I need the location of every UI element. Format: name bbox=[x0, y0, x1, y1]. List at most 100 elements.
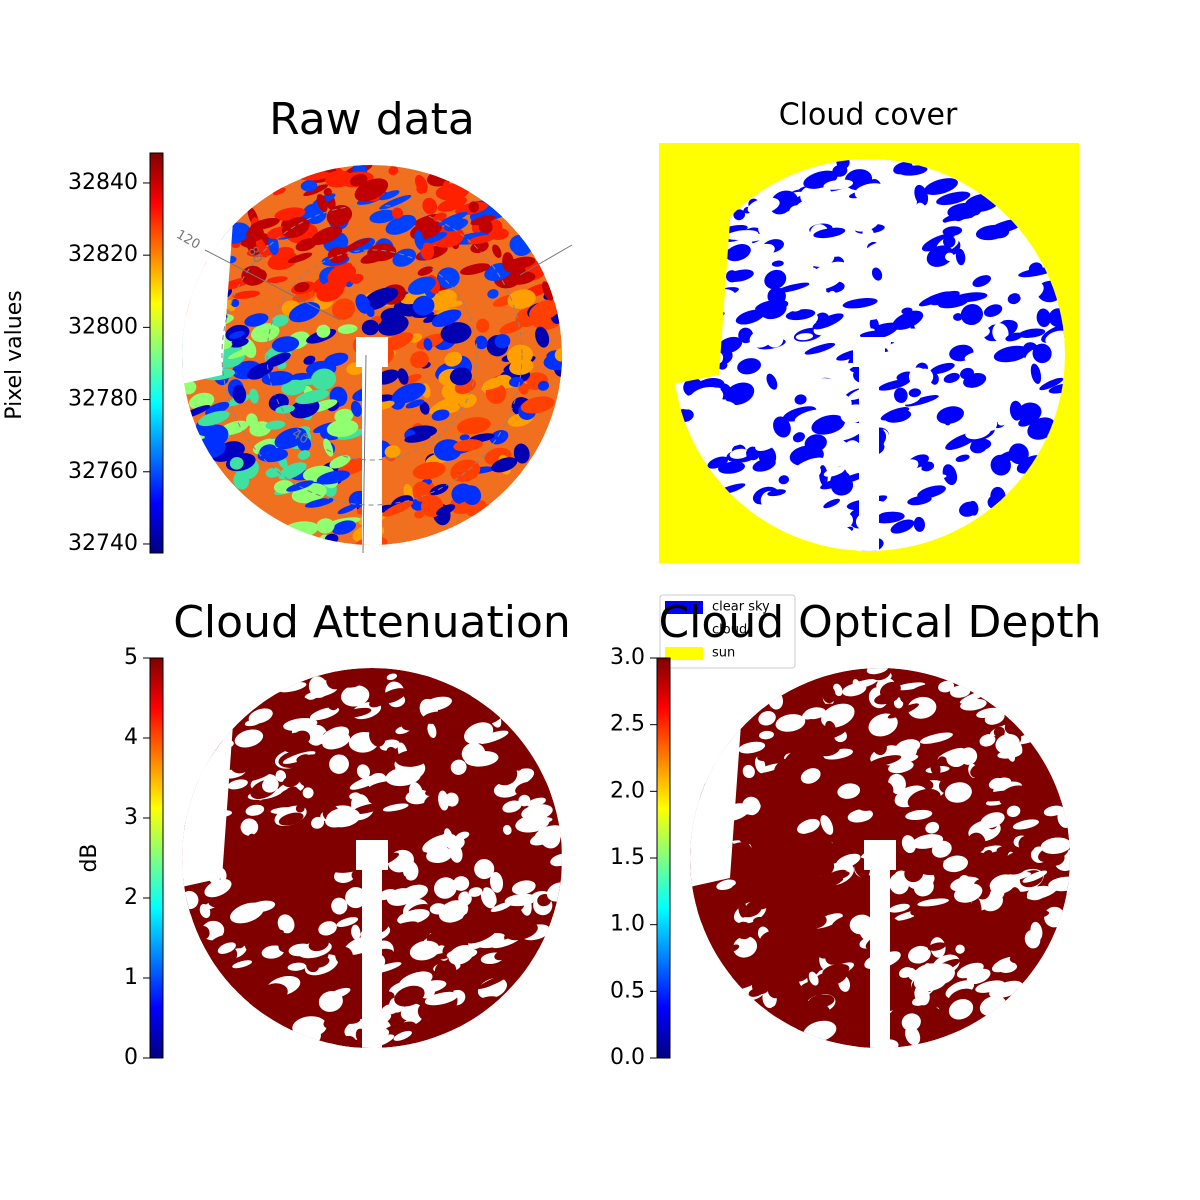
texture bbox=[906, 466, 922, 474]
texture bbox=[793, 219, 813, 228]
texture bbox=[511, 880, 536, 895]
texture bbox=[983, 304, 1003, 317]
texture bbox=[461, 742, 486, 765]
texture bbox=[733, 820, 754, 842]
shadow-band bbox=[870, 858, 890, 1048]
texture bbox=[436, 504, 456, 516]
texture bbox=[939, 304, 956, 321]
texture bbox=[705, 392, 720, 415]
texture bbox=[1005, 332, 1023, 342]
texture bbox=[505, 921, 538, 941]
texture bbox=[821, 685, 836, 704]
texture bbox=[508, 376, 524, 388]
texture bbox=[282, 775, 300, 788]
texture bbox=[924, 178, 958, 195]
shadow-block bbox=[853, 337, 885, 367]
texture bbox=[384, 445, 401, 459]
texture bbox=[995, 242, 1017, 257]
texture bbox=[326, 671, 345, 690]
texture bbox=[993, 881, 1003, 902]
tick-label: 3.0 bbox=[610, 645, 645, 670]
texture bbox=[450, 759, 467, 775]
texture bbox=[296, 907, 312, 920]
tick-label: 2.5 bbox=[610, 712, 645, 737]
image bbox=[690, 668, 1070, 1048]
texture bbox=[222, 794, 247, 809]
texture bbox=[785, 293, 804, 312]
tick-label: 32800 bbox=[68, 314, 138, 339]
texture bbox=[407, 276, 436, 295]
texture bbox=[832, 839, 842, 851]
texture bbox=[323, 188, 332, 196]
texture bbox=[429, 903, 447, 915]
texture bbox=[512, 752, 523, 771]
texture bbox=[431, 409, 450, 421]
texture bbox=[960, 303, 984, 326]
texture bbox=[913, 878, 934, 897]
texture bbox=[808, 971, 819, 986]
texture bbox=[995, 733, 1020, 754]
texture bbox=[297, 450, 311, 460]
texture bbox=[889, 873, 910, 895]
texture bbox=[205, 401, 230, 416]
texture bbox=[379, 190, 400, 201]
texture bbox=[738, 741, 766, 754]
texture bbox=[804, 342, 836, 355]
legend-label: clear sky bbox=[712, 600, 770, 615]
shadow-band bbox=[362, 355, 382, 545]
texture bbox=[730, 426, 759, 436]
texture bbox=[409, 940, 440, 961]
texture bbox=[1009, 400, 1023, 421]
texture bbox=[895, 739, 921, 755]
texture bbox=[316, 518, 335, 534]
texture bbox=[993, 345, 1029, 363]
texture bbox=[323, 1017, 338, 1029]
texture bbox=[452, 876, 470, 891]
texture bbox=[931, 840, 952, 858]
texture bbox=[888, 760, 914, 774]
texture bbox=[958, 875, 975, 897]
texture bbox=[971, 896, 982, 919]
texture bbox=[901, 835, 916, 854]
texture bbox=[392, 382, 426, 404]
texture bbox=[412, 686, 443, 699]
texture bbox=[735, 309, 765, 325]
texture bbox=[535, 326, 550, 348]
texture bbox=[942, 226, 963, 236]
texture bbox=[902, 459, 919, 472]
texture bbox=[937, 756, 948, 769]
texture bbox=[992, 323, 1009, 343]
texture bbox=[893, 387, 908, 404]
texture bbox=[476, 318, 490, 333]
texture bbox=[725, 244, 751, 262]
texture bbox=[520, 396, 555, 414]
texture bbox=[257, 723, 280, 736]
texture bbox=[909, 367, 928, 386]
texture bbox=[405, 399, 425, 409]
texture bbox=[1028, 262, 1043, 275]
texture bbox=[872, 511, 905, 524]
texture bbox=[993, 726, 1005, 738]
texture bbox=[989, 980, 1023, 999]
texture bbox=[1048, 876, 1070, 892]
texture bbox=[481, 380, 505, 391]
texture bbox=[868, 755, 902, 767]
texture bbox=[386, 673, 398, 681]
texture bbox=[316, 470, 350, 485]
texture bbox=[417, 1002, 434, 1021]
texture bbox=[468, 201, 480, 213]
texture bbox=[806, 722, 819, 738]
texture bbox=[337, 670, 365, 688]
tick-label: 32780 bbox=[68, 387, 138, 412]
texture bbox=[838, 797, 866, 810]
texture bbox=[197, 410, 230, 427]
texture bbox=[942, 464, 958, 486]
texture bbox=[416, 184, 426, 194]
texture bbox=[907, 788, 941, 810]
texture bbox=[260, 983, 288, 1003]
texture bbox=[707, 456, 729, 469]
texture bbox=[295, 389, 330, 405]
texture bbox=[812, 313, 844, 330]
texture bbox=[502, 824, 512, 835]
shadow-block bbox=[356, 337, 388, 367]
